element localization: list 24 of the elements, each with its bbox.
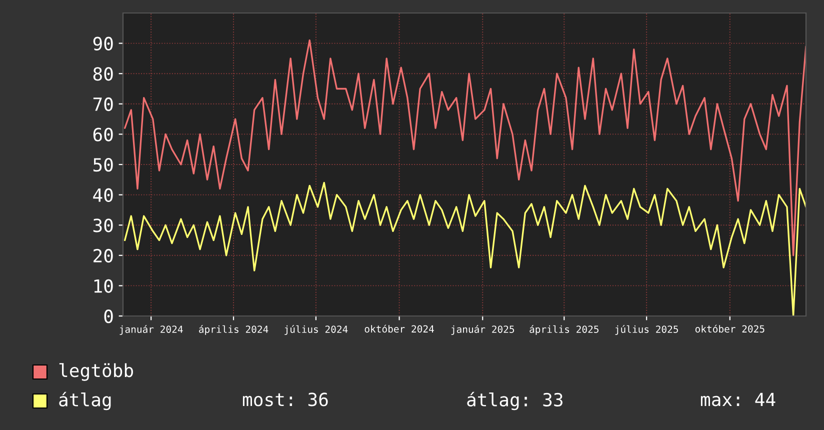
y-tick-label: 0 <box>104 310 113 324</box>
y-tick-label: 60 <box>93 128 113 142</box>
y-tick-label: 20 <box>94 248 113 263</box>
y-tick-label: 70 <box>93 97 113 112</box>
x-tick-label: október 2024 <box>364 324 434 333</box>
x-tick-label: április 2024 <box>199 325 268 335</box>
text: átlag: 33 <box>467 392 562 410</box>
y-tick-label: 80 <box>93 67 113 81</box>
y-tick-label: 90 <box>93 36 113 50</box>
y-tick-label: 10 <box>94 279 113 293</box>
x-tick-label: április 2025 <box>530 325 598 335</box>
y-tick-label: 40 <box>93 188 113 202</box>
x-tick-label: július 2025 <box>615 325 678 335</box>
x-tick-label: július 2024 <box>284 325 348 335</box>
text: most: 36 <box>242 392 328 406</box>
x-tick-label: január 2024 <box>120 325 183 335</box>
x-tick-label: január 2025 <box>451 325 514 335</box>
text: max: 44 <box>700 392 776 406</box>
legend-label: átlag <box>59 392 111 410</box>
line-series <box>124 39 806 256</box>
y-tick-label: 50 <box>93 158 113 172</box>
y-tick-label: 30 <box>93 218 113 232</box>
x-tick-label: október 2025 <box>695 324 764 333</box>
legend-label: legtöbb <box>59 363 134 381</box>
